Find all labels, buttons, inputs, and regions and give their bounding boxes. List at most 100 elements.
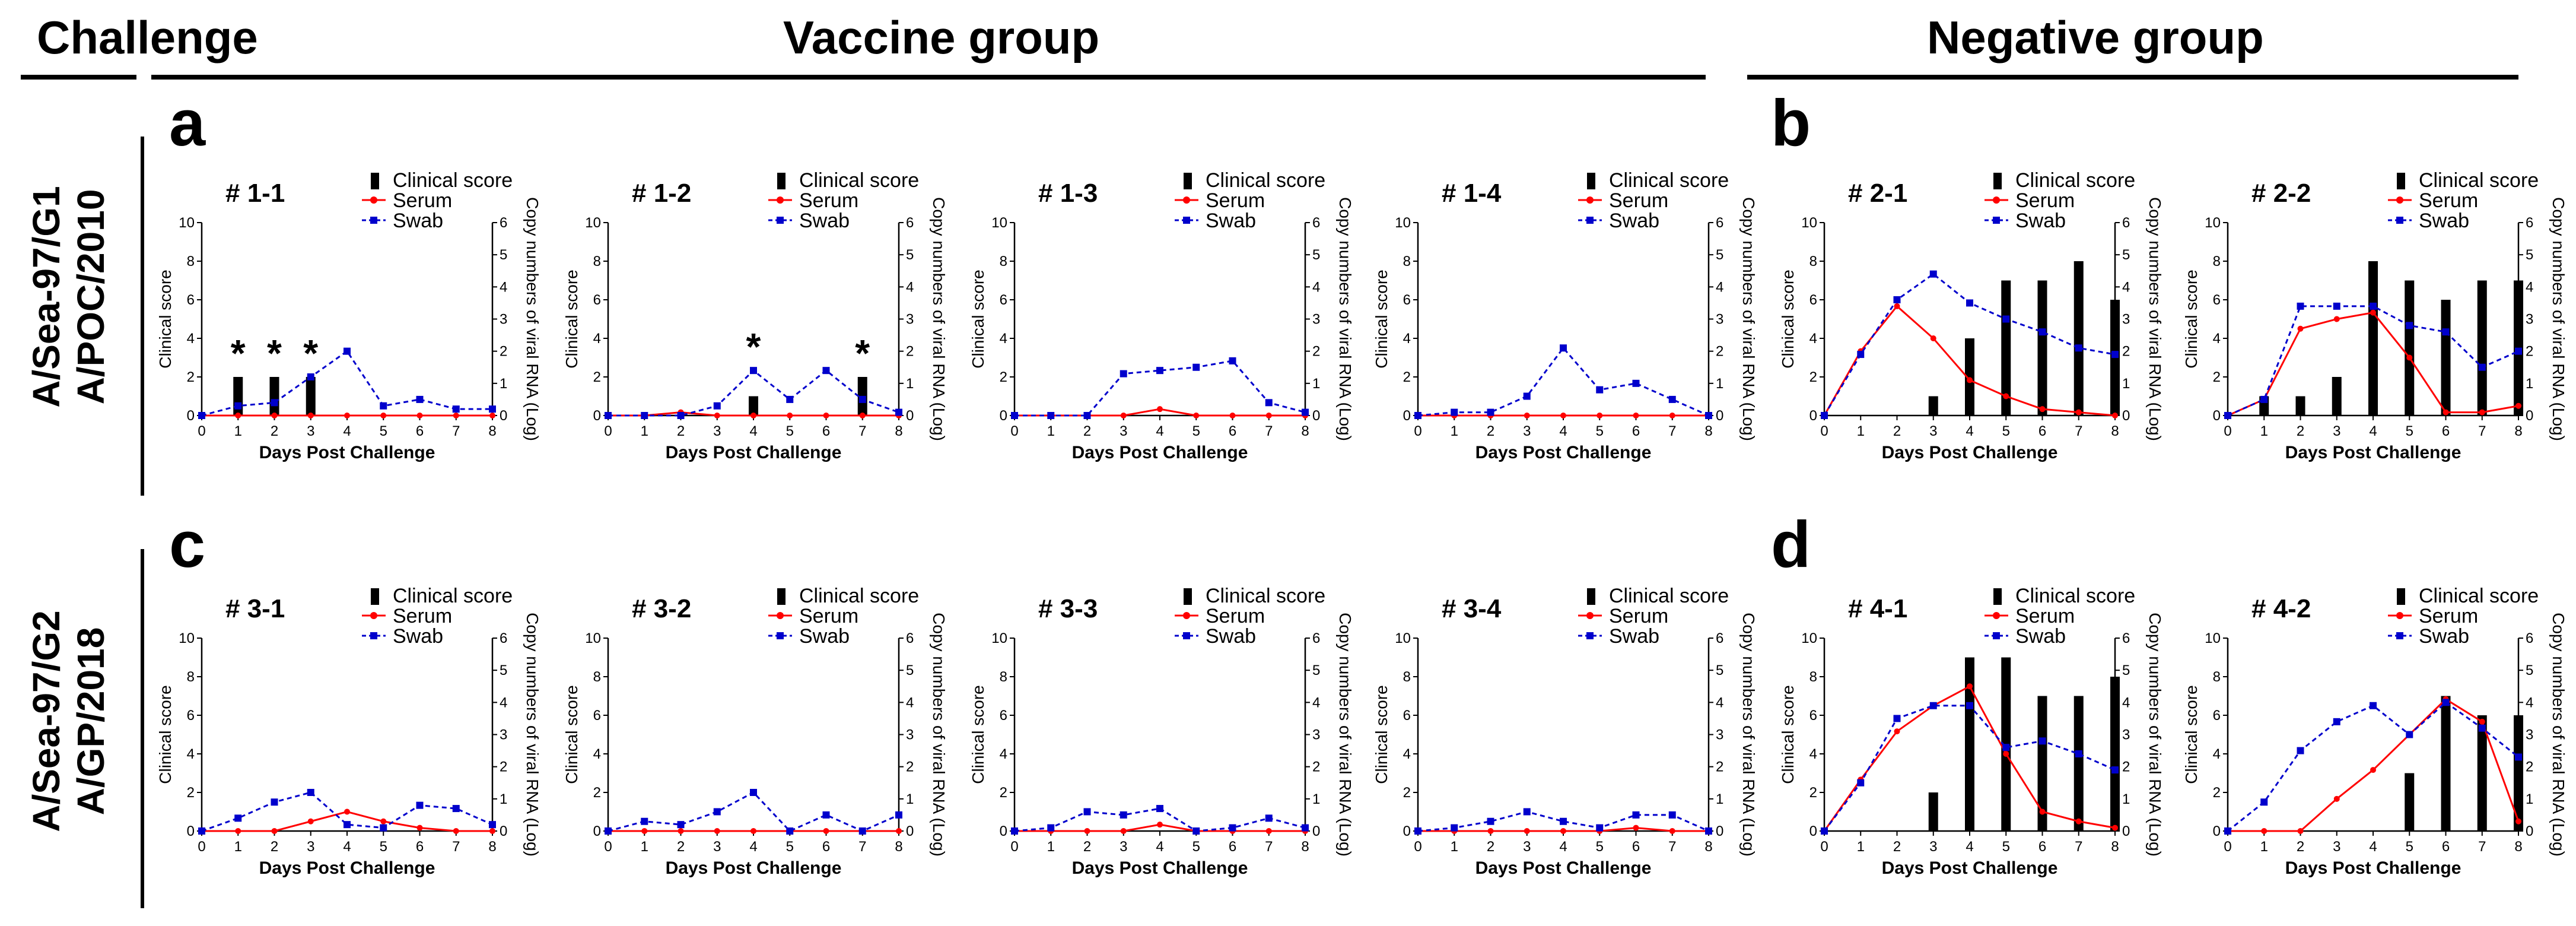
left-tick-label: 6 [1000, 292, 1007, 308]
right-tick-label: 6 [1312, 630, 1320, 646]
swab-point [1414, 412, 1421, 419]
left-tick-label: 4 [1403, 331, 1411, 347]
swab-point [1192, 363, 1200, 371]
clinical-score-bar [2441, 300, 2451, 416]
clinical-score-bar [269, 377, 279, 416]
left-tick-label: 4 [2213, 746, 2221, 762]
serum-point [1967, 683, 1973, 690]
serum-point [678, 828, 684, 834]
swab-point [822, 811, 830, 819]
x-tick-label: 3 [1120, 839, 1127, 855]
swab-point [1047, 412, 1055, 419]
right-tick-label: 2 [1716, 759, 1723, 775]
legend-swab-label: Swab [2419, 625, 2469, 648]
left-tick-label: 10 [179, 215, 195, 231]
legend-bar-swatch [371, 588, 379, 605]
legend-swab-marker [777, 217, 784, 224]
serum-point [1265, 413, 1272, 418]
swab-point [1596, 386, 1604, 394]
x-tick-label: 4 [1966, 423, 1973, 439]
right-tick-label: 6 [1312, 215, 1320, 231]
y-axis-label-right: Copy numbers of viral RNA (Log) [2146, 613, 2164, 857]
swab-point [1487, 408, 1494, 416]
serum-point [2333, 795, 2340, 802]
swab-point [380, 402, 387, 410]
swab-point [2224, 412, 2231, 419]
x-tick-label: 0 [198, 839, 205, 855]
right-tick-label: 1 [500, 376, 507, 392]
left-tick-label: 2 [1403, 369, 1411, 385]
y-axis-label-left: Clinical score [1779, 269, 1797, 369]
serum-point [714, 828, 720, 834]
legend-serum-marker [1586, 612, 1594, 619]
legend-swab-marker [1993, 217, 2000, 224]
legend-bar-swatch [1993, 173, 2002, 189]
swab-point [2478, 724, 2486, 732]
left-tick-label: 6 [593, 292, 601, 308]
x-tick-label: 3 [307, 423, 314, 439]
x-tick-label: 5 [380, 839, 387, 855]
swab-point [307, 789, 314, 796]
serum-line [2228, 698, 2520, 832]
y-axis-label-left: Clinical score [1779, 685, 1797, 784]
panel-label-b: b [1771, 87, 1811, 160]
legend-swab-marker [2396, 217, 2403, 224]
serum-point [859, 413, 866, 418]
serum-point [1560, 828, 1566, 834]
swab-point [1265, 814, 1273, 822]
swab-point [2002, 744, 2010, 751]
serum-point [416, 413, 423, 418]
x-tick-label: 8 [895, 423, 902, 439]
serum-point [1120, 828, 1127, 834]
clinical-score-bar [749, 396, 758, 416]
serum-point [1157, 822, 1163, 828]
legend-bar-swatch [1184, 588, 1192, 605]
swab-point [2075, 750, 2082, 757]
right-tick-label: 0 [500, 823, 507, 839]
serum-point [235, 828, 241, 834]
left-tick-label: 10 [991, 630, 1007, 646]
x-tick-label: 6 [1632, 839, 1640, 855]
serum-point [344, 808, 350, 815]
x-tick-label: 4 [1156, 839, 1163, 855]
y-axis-label-right: Copy numbers of viral RNA (Log) [2146, 197, 2164, 441]
legend-bar-swatch [777, 173, 785, 189]
x-tick-label: 4 [2369, 423, 2377, 439]
x-tick-label: 8 [2514, 423, 2522, 439]
legend-bar-swatch [1184, 173, 1192, 189]
x-tick-label: 5 [786, 423, 794, 439]
left-tick-label: 10 [585, 630, 601, 646]
clinical-score-bar [2037, 280, 2047, 416]
left-tick-label: 0 [1403, 823, 1411, 839]
swab-line [608, 791, 899, 832]
serum-point [1487, 828, 1494, 834]
x-tick-label: 0 [1414, 839, 1421, 855]
serum-point [1193, 413, 1200, 418]
left-tick-label: 6 [1403, 708, 1411, 724]
x-tick-label: 6 [1229, 423, 1236, 439]
left-tick-label: 0 [593, 408, 601, 424]
swab-point [858, 395, 866, 403]
right-tick-label: 0 [1716, 408, 1723, 424]
x-tick-label: 0 [1820, 423, 1828, 439]
right-tick-label: 4 [1716, 279, 1723, 295]
swab-point [1120, 370, 1127, 378]
serum-point [271, 828, 278, 834]
swab-point [1523, 392, 1531, 400]
legend-serum-marker [1993, 612, 2000, 619]
legend-swab-label: Swab [393, 625, 443, 648]
swab-point [198, 827, 205, 835]
x-axis-label: Days Post Challenge [259, 443, 435, 462]
x-tick-label: 6 [2038, 423, 2046, 439]
left-tick-label: 8 [1403, 669, 1411, 685]
x-tick-label: 0 [604, 423, 612, 439]
legend-serum-label: Serum [799, 189, 858, 212]
legend-swab-label: Swab [1609, 625, 1659, 648]
right-tick-label: 3 [1312, 727, 1320, 743]
x-tick-label: 2 [271, 839, 278, 855]
x-tick-label: 0 [198, 423, 205, 439]
right-tick-label: 6 [906, 215, 914, 231]
x-tick-label: 7 [2075, 423, 2082, 439]
legend-clinical-label: Clinical score [2015, 585, 2135, 607]
x-axis-label: Days Post Challenge [1475, 443, 1652, 462]
